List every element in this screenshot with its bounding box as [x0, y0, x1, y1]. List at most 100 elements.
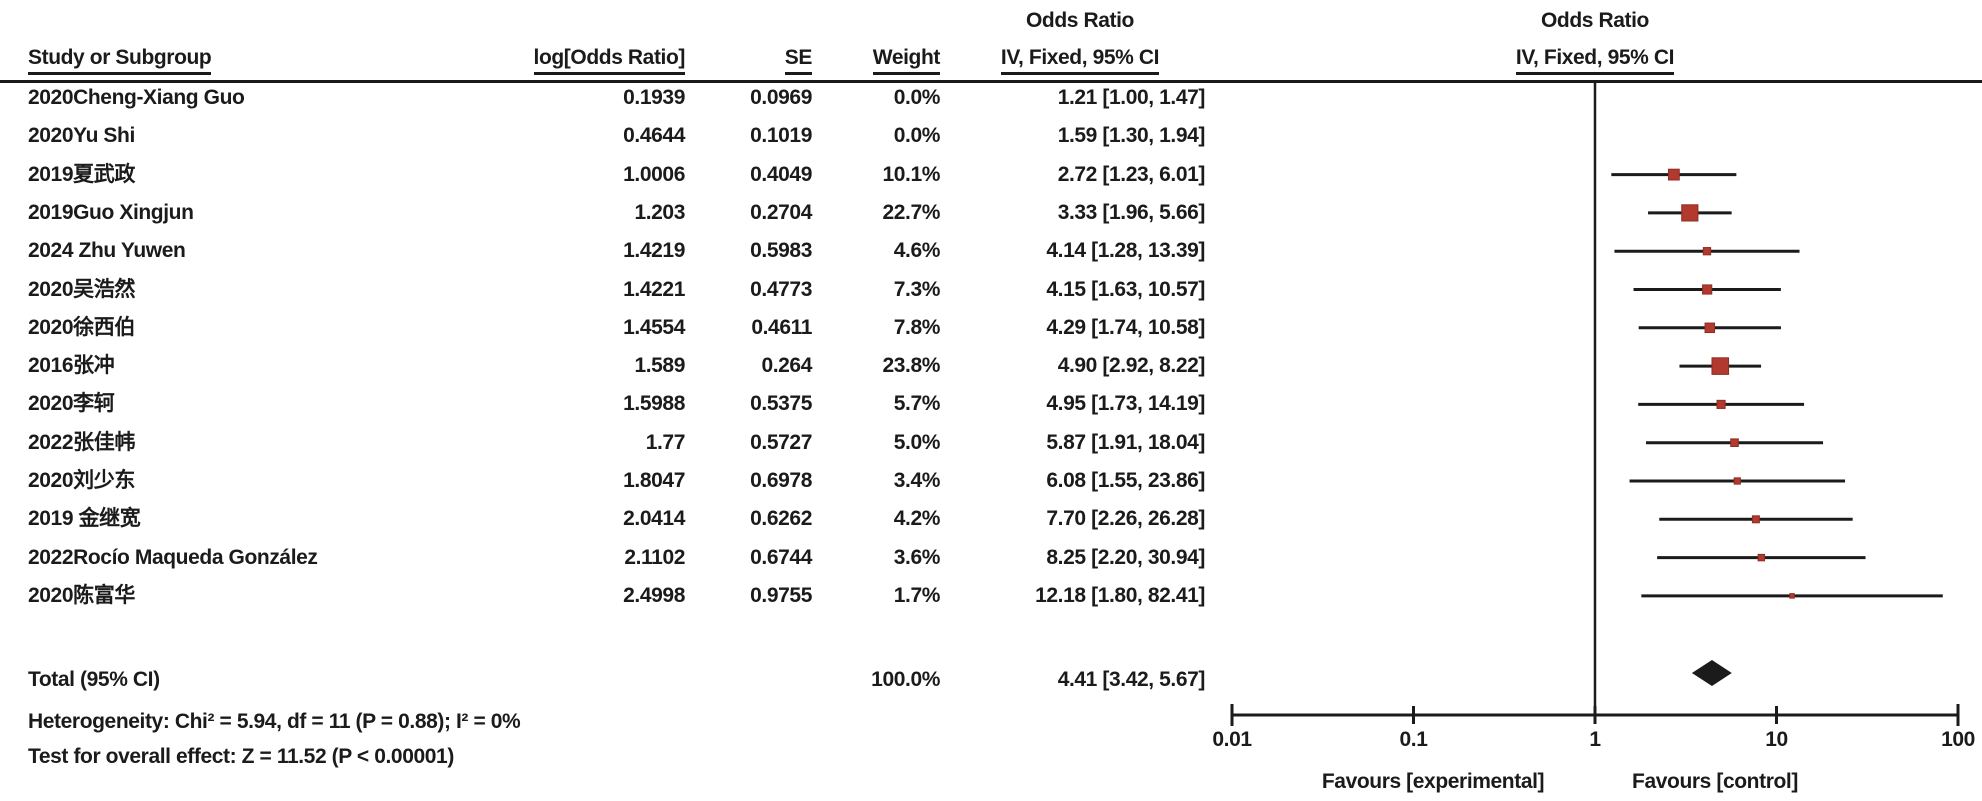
study-weight: 7.8% [893, 315, 941, 339]
study-log-or: 0.4644 [623, 124, 685, 148]
or-marker [1730, 438, 1739, 448]
study-weight: 5.7% [893, 392, 941, 416]
total-weight: 100.0% [871, 668, 940, 691]
study-name: 2019Guo Xingjun [28, 200, 194, 224]
or-marker [1716, 399, 1726, 409]
study-ci-text: 8.25 [2.20, 30.94] [1046, 545, 1205, 569]
study-ci-text: 7.70 [2.26, 26.28] [1046, 507, 1205, 531]
or-marker [1757, 553, 1766, 562]
study-se: 0.2704 [750, 200, 812, 224]
study-ci-text: 2.72 [1.23, 6.01] [1057, 162, 1206, 186]
study-name: 2019 金继宽 [28, 507, 141, 531]
study-ci-text: 4.90 [2.92, 8.22] [1057, 354, 1206, 378]
study-weight: 22.7% [882, 200, 940, 224]
study-name: 2016张冲 [28, 354, 115, 378]
or-marker [1702, 284, 1713, 295]
heterogeneity-note: Heterogeneity: Chi² = 5.94, df = 11 (P =… [28, 710, 521, 733]
column-header-log-or: log[Odds Ratio] [450, 44, 685, 76]
study-weight: 10.1% [882, 162, 940, 186]
study-name: 2024 Zhu Yuwen [28, 239, 186, 263]
study-weight: 23.8% [882, 354, 940, 378]
study-log-or: 1.4221 [623, 277, 685, 301]
total-label: Total (95% CI) [28, 668, 160, 691]
study-ci-text: 1.59 [1.30, 1.94] [1057, 124, 1206, 148]
axis-tick-label: 0.01 [1212, 728, 1252, 751]
stats-column-title: Odds Ratio [1025, 9, 1134, 32]
axis-tick-label: 10 [1765, 728, 1788, 751]
or-marker [1702, 247, 1712, 256]
study-log-or: 0.1939 [623, 86, 685, 109]
study-ci-text: 4.14 [1.28, 13.39] [1046, 239, 1205, 263]
study-log-or: 1.203 [634, 200, 685, 224]
study-weight: 7.3% [893, 277, 941, 301]
or-marker [1789, 593, 1795, 599]
study-ci-text: 4.29 [1.74, 10.58] [1046, 315, 1205, 339]
study-weight: 3.4% [893, 469, 941, 492]
study-name: 2020李轲 [28, 392, 115, 416]
favours-control-label: Favours [control] [1632, 770, 1798, 793]
study-ci-text: 1.21 [1.00, 1.47] [1057, 86, 1206, 109]
study-weight: 3.6% [893, 545, 941, 569]
study-name: 2022张佳帏 [28, 430, 135, 454]
study-name: 2020Yu Shi [28, 124, 135, 148]
study-weight: 0.0% [893, 124, 941, 148]
total-ci-text: 4.41 [3.42, 5.67] [1057, 668, 1206, 691]
study-name: 2020吴浩然 [28, 277, 135, 301]
plot-column-title: Odds Ratio [1540, 9, 1649, 32]
study-se: 0.6978 [750, 469, 812, 492]
study-ci-text: 3.33 [1.96, 5.66] [1057, 200, 1206, 224]
study-log-or: 1.4554 [623, 315, 685, 339]
or-marker [1733, 477, 1741, 485]
study-se: 0.4773 [750, 277, 812, 301]
total-diamond [1691, 660, 1732, 686]
study-ci-text: 6.08 [1.55, 23.86] [1046, 469, 1205, 492]
study-weight: 1.7% [893, 583, 941, 607]
study-se: 0.6744 [750, 545, 812, 569]
study-ci-text: 12.18 [1.80, 82.41] [1035, 583, 1205, 607]
study-log-or: 1.0006 [623, 162, 685, 186]
column-header-se: SE [695, 44, 812, 76]
column-header-weight: Weight [825, 44, 940, 76]
study-name: 2022Rocío Maqueda González [28, 545, 318, 569]
study-log-or: 1.77 [645, 430, 686, 454]
study-se: 0.4049 [750, 162, 812, 186]
column-header-plot-ci: IV, Fixed, 95% CI [1413, 44, 1777, 76]
study-se: 0.5727 [750, 430, 812, 454]
study-ci-text: 4.15 [1.63, 10.57] [1046, 277, 1205, 301]
study-se: 0.9755 [750, 583, 812, 607]
or-marker [1704, 322, 1716, 334]
column-header-study: Study or Subgroup [28, 44, 212, 76]
or-marker [1751, 515, 1760, 524]
favours-experimental-label: Favours [experimental] [1321, 770, 1545, 793]
study-log-or: 1.8047 [623, 469, 685, 492]
study-ci-text: 5.87 [1.91, 18.04] [1046, 430, 1205, 454]
study-weight: 5.0% [893, 430, 941, 454]
axis-tick-label: 0.1 [1399, 728, 1428, 751]
or-marker [1711, 357, 1730, 375]
forest-plot-canvas [1230, 83, 1960, 726]
study-name: 2020徐西伯 [28, 315, 135, 339]
or-marker [1681, 204, 1699, 222]
study-log-or: 2.4998 [623, 583, 685, 607]
study-se: 0.0969 [750, 86, 812, 109]
study-se: 0.5375 [750, 392, 812, 416]
study-log-or: 1.589 [634, 354, 685, 378]
study-log-or: 1.4219 [623, 239, 685, 263]
axis-tick-label: 100 [1941, 728, 1975, 751]
study-weight: 4.6% [893, 239, 941, 263]
study-name: 2019夏武政 [28, 162, 135, 186]
study-se: 0.5983 [750, 239, 812, 263]
study-ci-text: 4.95 [1.73, 14.19] [1046, 392, 1205, 416]
study-se: 0.6262 [750, 507, 812, 531]
study-weight: 0.0% [893, 86, 941, 109]
study-weight: 4.2% [893, 507, 941, 531]
overall-effect-note: Test for overall effect: Z = 11.52 (P < … [28, 745, 454, 768]
header-rule [0, 80, 1982, 83]
study-log-or: 2.0414 [623, 507, 685, 531]
or-marker [1667, 168, 1680, 181]
study-se: 0.4611 [751, 315, 812, 339]
study-se: 0.264 [761, 354, 812, 378]
column-header-stats-ci: IV, Fixed, 95% CI [955, 44, 1205, 76]
study-name: 2020刘少东 [28, 469, 135, 492]
